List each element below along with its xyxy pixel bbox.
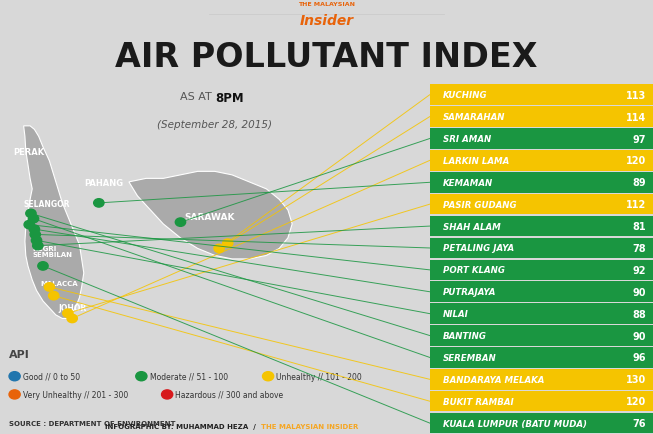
Text: MALACCA: MALACCA (41, 280, 78, 286)
Bar (430, 107, 653, 128)
Text: PASIR GUDANG: PASIR GUDANG (443, 200, 517, 209)
Bar (430, 326, 653, 346)
Circle shape (38, 262, 48, 270)
Bar (430, 369, 653, 390)
Text: 130: 130 (626, 375, 646, 385)
Bar (430, 260, 653, 280)
Polygon shape (24, 127, 84, 319)
Circle shape (93, 199, 104, 207)
Circle shape (33, 242, 43, 250)
Text: Insider: Insider (300, 14, 353, 28)
Text: THE MALAYSIAN: THE MALAYSIAN (298, 2, 355, 7)
Polygon shape (129, 172, 292, 259)
Bar (430, 85, 653, 106)
Text: NEGRI
SEMBILAN: NEGRI SEMBILAN (32, 245, 72, 258)
Circle shape (67, 315, 77, 323)
Circle shape (161, 390, 173, 399)
Text: BANTING: BANTING (443, 331, 487, 340)
Text: 92: 92 (633, 265, 646, 275)
Text: INFOGRAPHIC BY: MUHAMMAD HEZA  /: INFOGRAPHIC BY: MUHAMMAD HEZA / (105, 423, 261, 429)
Text: KEMAMAN: KEMAMAN (443, 178, 493, 187)
Circle shape (28, 215, 39, 224)
Text: SELANGOR: SELANGOR (24, 200, 70, 209)
Text: KUALA LUMPUR (BATU MUDA): KUALA LUMPUR (BATU MUDA) (443, 418, 587, 427)
Text: Unhealthy // 101 - 200: Unhealthy // 101 - 200 (276, 372, 362, 381)
Text: KUCHING: KUCHING (443, 91, 488, 100)
Circle shape (31, 237, 42, 245)
Circle shape (24, 221, 35, 229)
Text: JOHOR: JOHOR (58, 303, 86, 312)
Text: 88: 88 (633, 309, 646, 319)
Text: SHAH ALAM: SHAH ALAM (443, 222, 501, 231)
Text: 120: 120 (626, 396, 646, 406)
Bar (430, 151, 653, 171)
Text: SAMARAHAN: SAMARAHAN (443, 113, 505, 122)
Text: SRI AMAN: SRI AMAN (443, 135, 491, 144)
Circle shape (9, 390, 20, 399)
Bar (430, 129, 653, 149)
Bar (430, 194, 653, 215)
Text: 96: 96 (633, 352, 646, 362)
Bar (430, 391, 653, 411)
Circle shape (48, 292, 59, 300)
Text: Moderate // 51 - 100: Moderate // 51 - 100 (150, 372, 228, 381)
Circle shape (214, 245, 224, 253)
Bar (430, 282, 653, 302)
Text: 113: 113 (626, 91, 646, 101)
Text: (September 28, 2015): (September 28, 2015) (157, 119, 272, 129)
Text: SEREMBAN: SEREMBAN (443, 353, 497, 362)
Text: 120: 120 (626, 156, 646, 166)
Bar (430, 304, 653, 324)
Text: 81: 81 (633, 222, 646, 232)
Text: Hazardous // 300 and above: Hazardous // 300 and above (175, 390, 283, 399)
Text: PORT KLANG: PORT KLANG (443, 266, 505, 275)
Circle shape (29, 225, 40, 234)
Circle shape (44, 283, 55, 292)
Circle shape (136, 372, 147, 381)
Text: AS AT: AS AT (180, 92, 215, 102)
Text: BUKIT RAMBAI: BUKIT RAMBAI (443, 397, 514, 406)
Text: PETALING JAYA: PETALING JAYA (443, 244, 514, 253)
Circle shape (63, 309, 73, 318)
Bar (430, 347, 653, 368)
Text: API: API (8, 349, 29, 359)
Text: 89: 89 (633, 178, 646, 188)
Circle shape (9, 372, 20, 381)
Text: PAHANG: PAHANG (84, 179, 123, 188)
Text: Good // 0 to 50: Good // 0 to 50 (23, 372, 80, 381)
Text: 112: 112 (626, 200, 646, 210)
Text: 114: 114 (626, 112, 646, 122)
Text: Very Unhealthy // 201 - 300: Very Unhealthy // 201 - 300 (23, 390, 128, 399)
Text: PERAK: PERAK (13, 148, 44, 157)
Circle shape (25, 210, 36, 218)
Text: 76: 76 (633, 418, 646, 428)
Text: SARAWAK: SARAWAK (185, 212, 235, 221)
Bar (430, 216, 653, 237)
Text: 90: 90 (633, 331, 646, 341)
Text: LARKIN LAMA: LARKIN LAMA (443, 157, 509, 165)
Circle shape (175, 218, 185, 227)
Text: THE MALAYSIAN INSIDER: THE MALAYSIAN INSIDER (261, 423, 358, 429)
Text: SOURCE : DEPARTMENT OF ENVIRONMENT: SOURCE : DEPARTMENT OF ENVIRONMENT (8, 420, 175, 426)
Bar (430, 173, 653, 193)
Circle shape (30, 230, 40, 239)
Circle shape (223, 240, 233, 248)
Text: 97: 97 (633, 134, 646, 144)
Text: PUTRAJAYA: PUTRAJAYA (443, 288, 496, 296)
Text: 78: 78 (633, 243, 646, 253)
Circle shape (263, 372, 274, 381)
Text: NILAI: NILAI (443, 309, 469, 319)
Bar (430, 238, 653, 259)
Text: BANDARAYA MELAKA: BANDARAYA MELAKA (443, 375, 545, 384)
Text: 8PM: 8PM (215, 92, 244, 105)
Text: 90: 90 (633, 287, 646, 297)
Text: AIR POLLUTANT INDEX: AIR POLLUTANT INDEX (115, 41, 538, 73)
Bar (430, 413, 653, 433)
